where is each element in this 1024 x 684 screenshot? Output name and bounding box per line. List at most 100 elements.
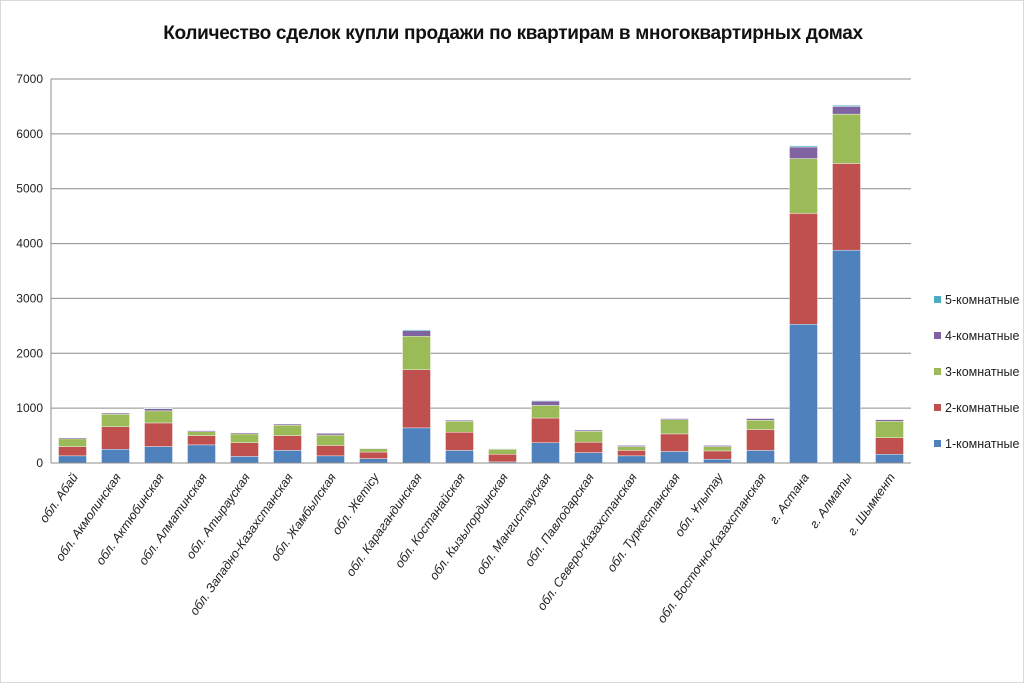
x-tick-label: обл. Туркестанская [604,470,683,574]
bar-segment [187,430,216,432]
bar-segment [101,449,130,464]
bar-segment [230,432,259,435]
bar-segment [402,329,431,331]
legend-label: 1-комнатные [945,437,1019,451]
bar-segment [144,422,173,447]
bar-segment [746,429,775,451]
bar-segment [746,450,775,464]
bar-layer [58,105,904,464]
bar-segment [230,442,259,457]
y-tick-label: 0 [36,456,43,470]
bar-segment [488,454,517,463]
bar-segment [574,430,603,443]
chart-title: Количество сделок купли продажи по кварт… [163,23,863,44]
bar-segment [58,455,87,464]
bar-segment [531,400,560,402]
bar-segment [144,407,173,409]
x-tick-label: обл. Кызылординская [427,470,511,582]
y-tick-label: 5000 [16,182,43,196]
bar-segment [531,405,560,419]
bar-segment [660,433,689,452]
legend-label: 2-комнатные [945,401,1019,415]
bar-segment [445,420,474,422]
bar-segment [402,336,431,370]
bar-segment [617,446,646,451]
bar-segment [101,412,130,415]
bar-segment [445,421,474,433]
x-tick-label: обл. Абай [37,471,81,526]
bar-segment [832,249,861,464]
bar-segment [187,444,216,464]
bar-segment [617,455,646,464]
bar-segment [445,432,474,451]
bar-segment [144,408,173,412]
x-tick-label: г. Алматы [807,471,855,531]
bar-segment [402,330,431,337]
bar-segment [746,418,775,421]
y-tick-label: 4000 [16,237,43,251]
bar-segment [617,445,646,447]
bar-segment [660,419,689,435]
bar-segment [58,446,87,457]
bar-segment [703,446,732,452]
bar-segment [144,446,173,464]
y-tick-label: 2000 [16,346,43,360]
x-tick-label: обл. Карагандинская [343,470,425,578]
bar-segment [58,437,87,440]
x-tick-label: г. Астана [767,471,812,527]
legend-label: 5-комнатные [945,293,1019,307]
legend: 5-комнатные 4-комнатные 3-комнатные 2-комна… [934,293,1019,451]
bar-segment [574,429,603,432]
bar-segment [703,458,732,464]
bar-segment [531,400,560,406]
legend-swatch [934,296,941,303]
bar-segment [101,413,130,427]
bar-segment [789,146,818,159]
bar-segment [832,163,861,251]
bar-segment [101,426,130,450]
bar-segment [359,448,388,453]
y-tick-label: 6000 [16,127,43,141]
bar-segment [832,113,861,164]
grid-layer [51,78,911,464]
legend-swatch [934,332,941,339]
bar-segment [316,434,345,446]
bar-segment [789,213,818,325]
bar-segment [316,433,345,436]
x-tick-label: обл. Мангистауская [473,470,554,577]
bar-segment [359,447,388,449]
bar-segment [273,450,302,464]
bar-segment [703,450,732,460]
bar-segment [359,458,388,464]
bar-segment [660,418,689,420]
bar-segment [789,324,818,464]
bar-segment [703,445,732,447]
axis-layer: 0 1000 2000 3000 4000 5000 6000 7000 обл. Абай об… [16,72,911,626]
bar-segment [187,435,216,446]
bar-segment [488,448,517,450]
bar-segment [144,410,173,424]
bar-segment [531,442,560,464]
y-tick-label: 1000 [16,401,43,415]
bar-segment [832,105,861,107]
bar-segment [789,145,818,148]
bar-segment [230,456,259,464]
legend-label: 4-комнатные [945,329,1019,343]
bar-segment [273,435,302,451]
bar-segment [832,106,861,115]
bar-segment [617,450,646,457]
bar-segment [445,450,474,464]
bar-segment [875,419,904,422]
bar-segment [789,158,818,214]
bar-segment [230,433,259,443]
bar-segment [574,441,603,453]
bar-segment [660,451,689,464]
bar-segment [402,369,431,429]
bar-segment [531,417,560,443]
bar-segment [875,437,904,455]
bar-segment [402,427,431,464]
bar-segment [273,423,302,426]
bar-segment [574,452,603,464]
